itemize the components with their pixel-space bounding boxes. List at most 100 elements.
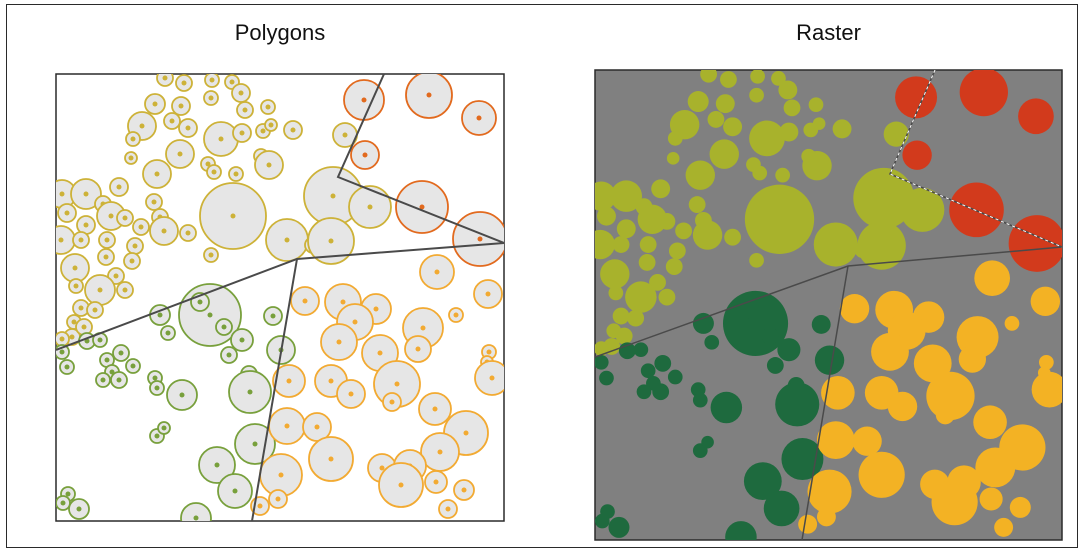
- polygon-centroid-green: [65, 491, 71, 497]
- raster-panel-title: Raster: [796, 20, 861, 45]
- raster-cell-yellow: [775, 167, 790, 183]
- polygon-centroid-orange: [278, 472, 284, 478]
- raster-cell-orange: [973, 405, 1007, 440]
- polygon-centroid-green: [130, 363, 136, 369]
- polygon-centroid-green: [226, 352, 232, 358]
- raster-cell-yellow: [692, 220, 723, 250]
- polygon-centroid-yellow: [122, 287, 128, 293]
- raster-cell-yellow: [723, 117, 743, 137]
- polygon-circle-green: [180, 502, 212, 521]
- raster-cell-green: [781, 438, 824, 481]
- polygon-centroid-green: [104, 357, 110, 363]
- polygon-centroid-green: [252, 441, 258, 447]
- polygon-centroid-yellow: [69, 334, 75, 340]
- polygon-centroid-orange: [286, 378, 292, 384]
- raster-cell-red: [1018, 98, 1054, 135]
- raster-cell-orange: [839, 293, 870, 324]
- polygon-centroid-red: [477, 236, 483, 242]
- polygon-centroid-green: [152, 375, 158, 381]
- raster-cell-green: [701, 435, 714, 449]
- raster-cell-yellow: [616, 219, 636, 239]
- raster-cell-yellow: [783, 99, 801, 117]
- polygon-centroid-green: [97, 337, 103, 343]
- polygon-centroid-orange: [275, 496, 281, 502]
- polygon-centroid-green: [221, 324, 227, 330]
- polygon-centroid-orange: [437, 449, 443, 455]
- raster-cell-yellow: [666, 152, 680, 165]
- raster-boundaries: [595, 70, 1062, 540]
- raster-cell-orange: [858, 451, 905, 498]
- polygon-centroid-yellow: [104, 237, 110, 243]
- polygon-centroid-green: [64, 364, 70, 370]
- polygon-centroid-red: [419, 204, 425, 210]
- polygon-centroid-yellow: [266, 162, 272, 168]
- polygon-centroid-green: [270, 313, 276, 319]
- polygon-centroid-green: [232, 488, 238, 494]
- raster-cell-yellow: [709, 139, 739, 169]
- raster-cell-orange: [1039, 354, 1054, 370]
- polygons-panel-title: Polygons: [234, 20, 326, 45]
- raster-cell-orange: [913, 344, 952, 383]
- polygon-centroid-orange: [257, 503, 263, 509]
- polygon-centroid-orange: [420, 325, 426, 331]
- raster-cell-orange: [871, 332, 909, 371]
- raster-cell-green: [725, 521, 757, 540]
- polygon-boundary-line: [251, 258, 298, 521]
- polygon-centroid-yellow: [132, 243, 138, 249]
- raster-cell-yellow: [637, 204, 668, 235]
- polygon-centroid-green: [165, 330, 171, 336]
- raster-cell-yellow: [752, 165, 768, 181]
- raster-cell-green: [766, 357, 784, 374]
- polygon-centroid-yellow: [218, 136, 224, 142]
- raster-cell-yellow: [715, 94, 735, 114]
- raster-cell-yellow: [658, 288, 676, 306]
- polygon-centroid-yellow: [169, 118, 175, 124]
- polygon-centroid-green: [154, 385, 160, 391]
- raster-cell-red: [1008, 215, 1062, 272]
- polygon-centroid-yellow: [178, 103, 184, 109]
- polygon-centroid-yellow: [209, 77, 215, 83]
- raster-cell-yellow: [812, 117, 826, 130]
- polygon-centroid-yellow: [242, 107, 248, 113]
- polygon-centroid-yellow: [268, 122, 274, 128]
- polygon-centroid-orange: [302, 298, 308, 304]
- raster-cell-red: [895, 76, 938, 119]
- polygon-centroid-orange: [336, 339, 342, 345]
- polygon-centroid-orange: [398, 482, 404, 488]
- raster-cell-green: [633, 342, 649, 358]
- raster-cell-green: [599, 370, 614, 386]
- polygon-circles: [56, 74, 504, 521]
- polygon-boundaries: [56, 74, 504, 521]
- raster-cell-yellow: [750, 70, 765, 84]
- raster-cell-orange: [994, 517, 1014, 537]
- raster-cell-green: [636, 384, 652, 400]
- polygon-boundary-line: [336, 74, 504, 244]
- polygon-centroid-green: [76, 506, 82, 512]
- polygon-centroid-orange: [453, 312, 459, 318]
- polygon-centroid-yellow: [260, 128, 266, 134]
- raster-cell-green: [777, 338, 801, 362]
- raster-cell-yellow: [595, 229, 615, 260]
- raster-cell-green: [743, 462, 782, 501]
- polygon-centroid-orange: [284, 423, 290, 429]
- polygon-centroid-orange: [340, 299, 346, 305]
- polygon-centroid-red: [426, 92, 432, 98]
- polygon-centroid-orange: [445, 506, 451, 512]
- raster-cell-yellow: [832, 119, 852, 139]
- polygon-centroid-red: [361, 97, 367, 103]
- polygons-panel: [55, 73, 505, 522]
- raster-cell-orange: [1031, 371, 1062, 408]
- raster-cell-orange: [926, 371, 975, 421]
- raster-cell-yellow: [668, 242, 686, 260]
- raster-cell-orange: [807, 469, 852, 514]
- polygon-centroid-green: [59, 349, 65, 355]
- polygon-centroid-yellow: [92, 307, 98, 313]
- raster-cell-green: [761, 327, 779, 345]
- polygon-centroid-yellow: [59, 336, 65, 342]
- raster-cell-green: [814, 345, 845, 375]
- raster-cell-yellow: [744, 184, 815, 254]
- polygon-centroid-orange: [389, 399, 395, 405]
- raster-cell-green: [710, 391, 743, 424]
- raster-cells: [595, 70, 1062, 540]
- raster-cell-yellow: [612, 236, 630, 253]
